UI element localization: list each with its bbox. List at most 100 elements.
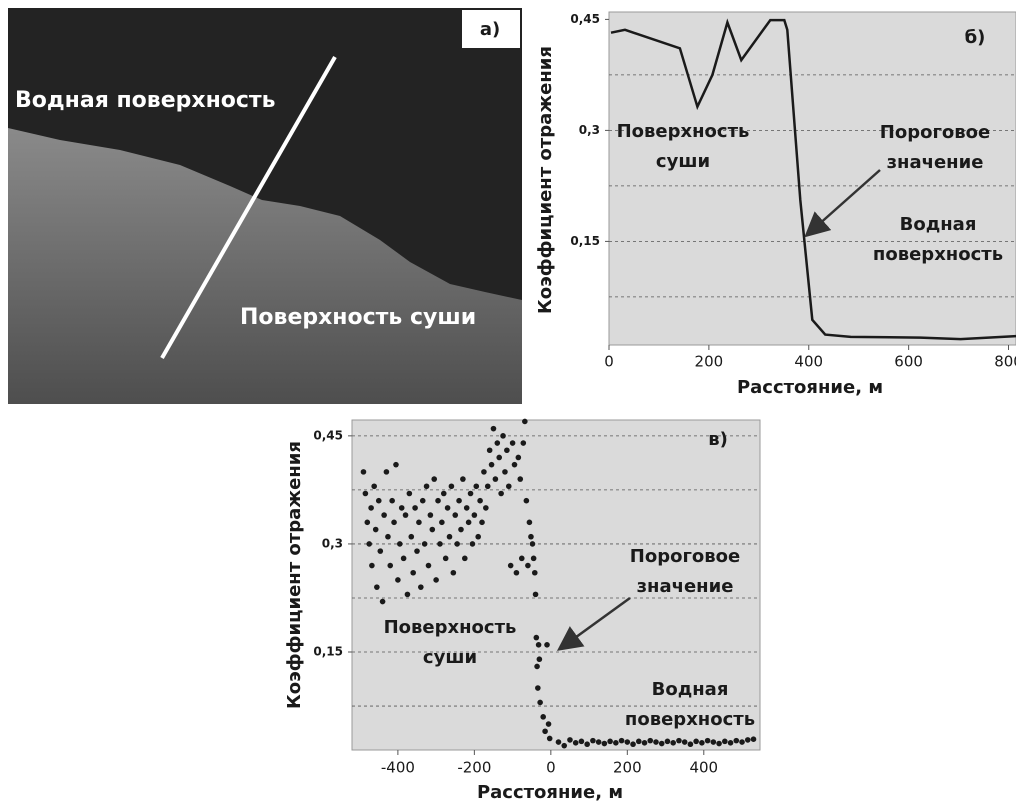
data-point [407,491,413,497]
data-point [408,534,414,540]
data-point [512,462,518,468]
data-point [504,447,510,453]
data-point [536,642,542,648]
data-point [458,527,464,533]
data-point [659,741,665,747]
image-text: Водная поверхность [15,88,276,113]
data-point [371,483,377,489]
data-point [420,498,426,504]
data-point [521,440,527,446]
data-point [567,737,573,743]
annotation: поверхность [873,244,1003,265]
data-point [519,556,525,562]
data-point [537,656,543,662]
data-point [466,520,472,526]
data-point [535,685,541,691]
data-point [636,739,642,745]
image-panel: а) Водная поверхность Поверхность суши [8,8,522,404]
data-point [416,520,422,526]
x-tick-label: 400 [794,353,823,371]
data-point [745,737,751,743]
data-point [524,498,530,504]
data-point [424,483,430,489]
data-point [579,739,585,745]
data-point [454,541,460,547]
annotation: Водная [900,214,977,235]
data-point [470,541,476,547]
data-point [630,741,636,747]
data-point [477,498,483,504]
data-point [418,584,424,590]
y-axis-label: Коэффициент отражения [284,441,305,709]
data-point [414,548,420,554]
data-point [495,440,501,446]
data-point [528,534,534,540]
data-point [483,505,489,511]
data-point [462,556,468,562]
data-point [387,563,393,569]
x-tick-label: 0 [546,759,556,777]
data-point [435,498,441,504]
data-point [451,570,457,576]
annotation: б) [965,27,986,48]
annotation: поверхность [625,709,755,730]
data-point [412,505,418,511]
data-point [751,736,757,742]
data-point [401,556,407,562]
data-point [410,570,416,576]
data-point [573,740,579,746]
data-point [449,483,455,489]
data-point [619,738,625,744]
data-point [547,736,553,742]
y-tick-label: 0,15 [570,234,600,248]
data-point [647,738,653,744]
data-point [433,577,439,583]
data-point [498,491,504,497]
data-point [500,433,506,439]
data-point [431,476,437,482]
annotation: Поверхность [617,121,750,142]
data-point [391,520,397,526]
data-point [670,740,676,746]
data-point [489,462,495,468]
data-point [502,469,508,475]
data-point [381,512,387,518]
data-point [366,541,372,547]
data-point [556,739,562,745]
x-axis-label: Расстояние, м [477,782,623,803]
data-point [546,721,552,727]
data-point [506,483,512,489]
data-point [456,498,462,504]
data-point [542,728,548,734]
data-point [642,740,648,746]
data-point [602,741,608,747]
data-point [676,738,682,744]
data-point [479,520,485,526]
data-point [428,512,434,518]
data-point [590,738,596,744]
x-tick-label: 800 [994,353,1016,371]
data-point [607,739,613,745]
annotation: суши [656,151,710,172]
data-point [722,739,728,745]
data-point [525,563,531,569]
y-tick-label: 0,3 [322,536,343,550]
data-point [496,455,502,461]
data-point [363,491,369,497]
data-point [705,738,711,744]
data-point [517,476,523,482]
data-point [625,739,631,745]
data-point [531,556,537,562]
plot-area [609,12,1016,345]
figure: а) Водная поверхность Поверхность суши 0… [0,0,1016,804]
data-point [399,505,405,511]
annotation: Поверхность [384,617,517,638]
data-point [447,534,453,540]
data-point [540,714,546,720]
data-point [665,739,671,745]
data-point [510,440,516,446]
x-tick-label: 400 [689,759,718,777]
annotation: значение [887,152,984,173]
data-point [733,738,739,744]
x-tick-label: 600 [894,353,923,371]
